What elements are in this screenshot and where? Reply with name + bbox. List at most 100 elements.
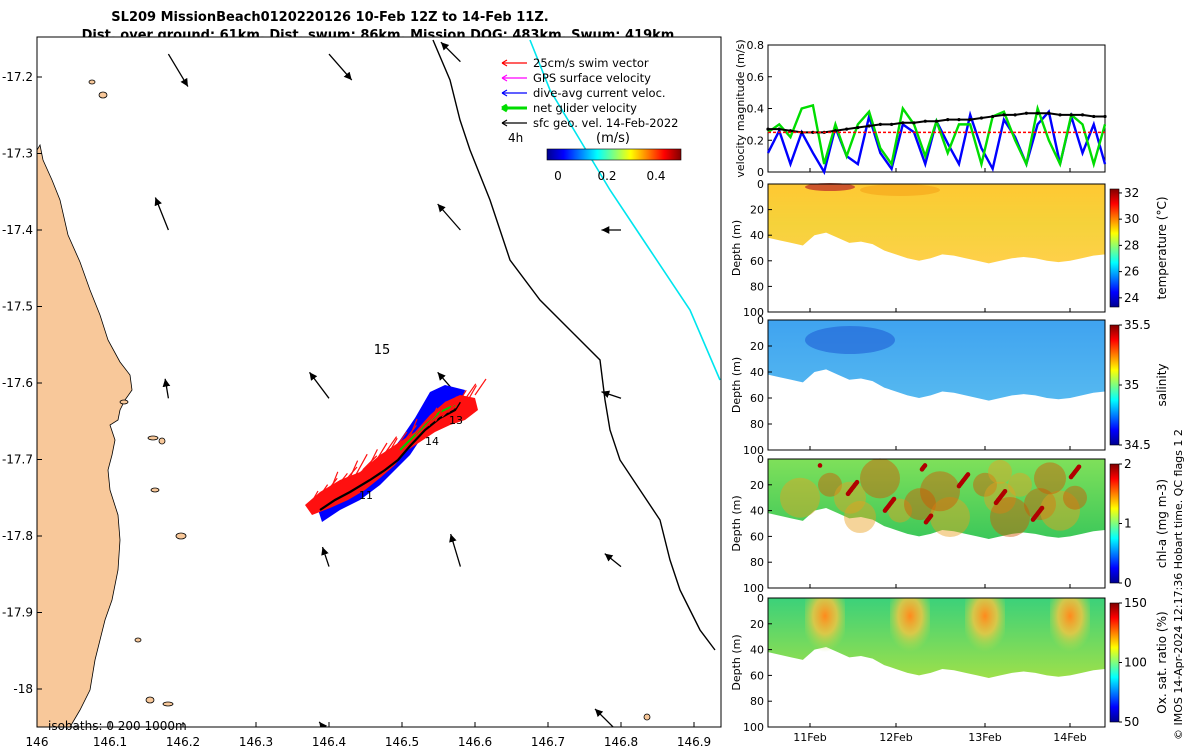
chl-high-dot xyxy=(956,483,962,489)
legend-label: dive-avg current veloc. xyxy=(533,86,666,100)
colorbar-label: temperature (°C) xyxy=(1155,197,1169,300)
island xyxy=(119,399,129,405)
map-y-tick-label: -17.2 xyxy=(2,70,33,84)
depth-tick-label: 80 xyxy=(750,418,764,431)
velocity-point xyxy=(912,121,916,125)
profile-panel-4: 0 20 40 60 80 100 11Feb 12Feb 13Feb 14Feb Depth (m… xyxy=(730,592,1169,744)
profile-panel-1: 0 20 40 60 80 100 Depth (m) 24 26 28 30 32 temperatu… xyxy=(730,178,1169,319)
velocity-point xyxy=(1024,111,1028,115)
geostrophic-vectors xyxy=(154,41,622,727)
geo-velocity-arrow xyxy=(440,41,461,63)
island xyxy=(162,701,174,707)
map-y-tick-label: -17.3 xyxy=(2,147,33,161)
map-x-tick-label: 146 xyxy=(26,735,49,749)
swim-vector xyxy=(467,385,477,400)
velocity-point xyxy=(878,122,882,126)
velocity-point xyxy=(1092,114,1096,119)
chl-patch xyxy=(1063,485,1087,510)
island xyxy=(134,637,142,643)
colorbar-label: chl-a (mg m-3) xyxy=(1155,479,1169,568)
swim-vector xyxy=(421,413,437,431)
depth-tick-label: 100 xyxy=(743,721,764,734)
swim-vector xyxy=(316,484,329,501)
chl-high-dot xyxy=(817,463,823,468)
profile-axes-frame xyxy=(767,458,1106,589)
depth-tick-label: 40 xyxy=(750,229,764,242)
profile-panel-2: 0 20 40 60 80 100 Depth (m) 34.5 35 35.5 salinity xyxy=(730,314,1169,457)
velocity-y-tick-label: 0.2 xyxy=(747,134,765,147)
velocity-point xyxy=(968,118,972,122)
depth-tick-label: 100 xyxy=(743,306,764,319)
velocity-y-tick-label: 0.4 xyxy=(747,103,765,116)
chl-patch xyxy=(888,498,912,523)
depth-tick-label: 60 xyxy=(750,255,764,268)
profile-axes-frame xyxy=(767,597,1106,728)
colorbar-tick-label: 2 xyxy=(1124,457,1132,471)
island xyxy=(643,713,651,721)
legend-label: 25cm/s swim vector xyxy=(533,56,649,70)
speed-colorbar-tick-label: 0.4 xyxy=(646,169,665,183)
isobaths-label: isobaths: 0 200 1000m xyxy=(48,719,187,733)
geo-velocity-arrow xyxy=(604,553,622,568)
depth-tick-label: 0 xyxy=(757,314,764,327)
depth-ylabel: Depth (m) xyxy=(730,634,743,690)
colorbar-tick-label: 24 xyxy=(1124,291,1139,305)
colorbar-tick-label: 150 xyxy=(1124,596,1147,610)
profile-data-field xyxy=(768,459,1105,539)
panel-x-tick-label: 13Feb xyxy=(968,731,1001,744)
map-x-tick-label: 146.7 xyxy=(531,735,565,749)
geo-velocity-arrow xyxy=(601,390,622,399)
chl-patch xyxy=(1024,488,1056,521)
map-x-tick-label: 146.2 xyxy=(166,735,200,749)
chl-patch xyxy=(904,488,936,521)
speed-colorbar xyxy=(546,148,682,161)
geo-velocity-arrow xyxy=(594,708,615,727)
legend-arrowhead xyxy=(501,74,508,82)
swim-vector xyxy=(401,425,417,444)
geo-velocity-arrow xyxy=(328,53,353,81)
colorbar-label: salinity xyxy=(1155,363,1169,406)
velocity-point xyxy=(889,122,894,126)
net-track-line xyxy=(319,401,461,511)
velocity-point xyxy=(788,129,793,133)
velocity-point xyxy=(1036,111,1040,115)
swim-vector xyxy=(454,389,467,409)
velocity-point xyxy=(991,114,995,119)
depth-tick-label: 100 xyxy=(743,582,764,595)
island xyxy=(158,437,166,445)
profile-colorbar xyxy=(1109,602,1120,723)
legend-arrowhead xyxy=(501,119,508,127)
velocity-axes xyxy=(767,44,1106,173)
chl-high-dot xyxy=(882,508,888,513)
depth-tick-label: 20 xyxy=(750,204,764,217)
chl-high-dot xyxy=(1030,517,1036,522)
velocity-point xyxy=(957,118,961,122)
colorbar-tick-label: 1 xyxy=(1124,517,1132,531)
colorbar-unit: (m/s) xyxy=(596,131,630,146)
oxygen-hot-column xyxy=(965,598,1005,658)
depth-tick-label: 80 xyxy=(750,695,764,708)
chl-patch xyxy=(834,481,866,514)
swim-vector xyxy=(335,473,348,488)
profile-data-field xyxy=(768,184,1105,264)
chl-patch xyxy=(973,472,997,497)
swim-vector xyxy=(408,418,418,440)
island xyxy=(147,435,159,441)
swim-vector xyxy=(395,431,408,449)
map-panel: 146 146.1 146.2 146.3 146.4 146.5 146.6 146.7 14… xyxy=(2,36,722,749)
colorbar-tick-label: 30 xyxy=(1124,212,1139,226)
colorbar-label: Ox. sat. ratio (%) xyxy=(1155,611,1169,713)
chl-high-dot xyxy=(923,519,929,525)
day-label: 15 xyxy=(374,343,391,358)
glider-swath xyxy=(305,378,487,522)
swim-vector xyxy=(461,383,477,405)
map-x-tick-label: 146.3 xyxy=(239,735,273,749)
depth-tick-label: 100 xyxy=(743,444,764,457)
map-y-tick-label: -18 xyxy=(13,682,33,696)
velocity-point xyxy=(1058,113,1062,117)
warm-surface-patch xyxy=(805,183,855,191)
depth-tick-label: 40 xyxy=(750,505,764,518)
swim-vector xyxy=(474,378,487,396)
map-y-tick-label: -17.7 xyxy=(2,453,33,467)
depth-tick-label: 60 xyxy=(750,392,764,405)
